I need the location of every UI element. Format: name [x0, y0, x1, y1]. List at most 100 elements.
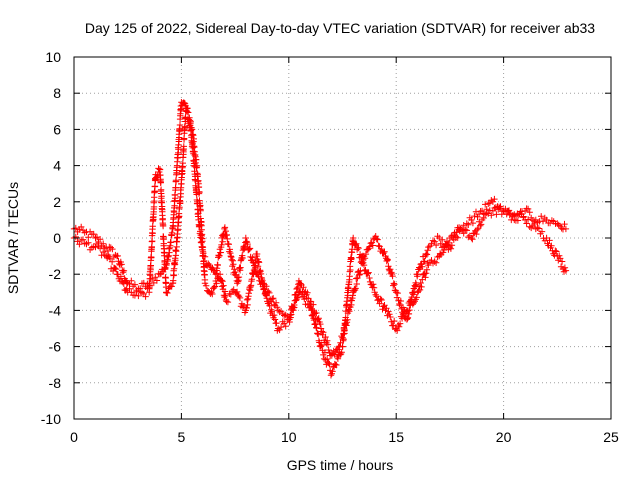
data-point-series-2 — [379, 306, 386, 313]
data-point-series-2 — [79, 236, 87, 243]
data-point-series-1 — [423, 251, 431, 258]
data-point-series-1 — [181, 99, 188, 107]
data-point-series-2 — [147, 272, 154, 279]
data-point-series-2 — [489, 198, 497, 205]
data-point-series-2 — [271, 316, 279, 323]
data-point-series-2 — [355, 244, 362, 252]
data-point-series-1 — [304, 289, 311, 296]
data-point-series-2 — [168, 283, 175, 290]
data-point-series-1 — [246, 245, 254, 252]
data-point-series-1 — [243, 238, 250, 245]
data-point-series-2 — [469, 219, 477, 227]
data-point-series-2 — [161, 249, 168, 257]
data-point-series-2 — [135, 292, 142, 300]
data-point-series-2 — [343, 301, 351, 308]
data-point-series-2 — [303, 294, 310, 302]
data-point-series-2 — [388, 318, 395, 325]
data-point-series-2 — [224, 298, 232, 306]
data-point-series-2 — [190, 135, 197, 143]
data-point-series-1 — [381, 248, 388, 255]
data-point-series-1 — [216, 252, 223, 259]
data-point-series-2 — [514, 217, 522, 224]
data-point-series-2 — [120, 280, 127, 287]
data-point-series-2 — [482, 201, 489, 208]
data-point-series-2 — [282, 323, 289, 330]
data-point-series-2 — [180, 143, 187, 150]
data-point-series-2 — [531, 220, 538, 228]
data-point-series-1 — [78, 223, 85, 231]
data-point-series-2 — [310, 316, 318, 324]
data-point-series-1 — [396, 300, 403, 308]
data-point-series-1 — [439, 236, 446, 243]
data-point-series-2 — [119, 279, 126, 286]
data-point-series-1 — [511, 216, 518, 224]
data-point-series-1 — [279, 310, 286, 318]
data-point-series-1 — [356, 271, 363, 279]
data-point-series-2 — [431, 258, 438, 265]
data-point-series-2 — [163, 289, 170, 296]
x-tick-label: 15 — [388, 429, 404, 445]
data-point-series-1 — [416, 264, 423, 271]
data-point-series-1 — [322, 333, 329, 341]
data-point-series-1 — [119, 269, 127, 276]
data-point-series-2 — [100, 248, 107, 256]
data-point-series-2 — [452, 233, 460, 240]
data-point-series-1 — [313, 309, 320, 317]
data-point-series-2 — [432, 259, 440, 266]
data-point-series-1 — [266, 289, 273, 297]
data-point-series-1 — [558, 225, 565, 232]
data-point-series-2 — [183, 108, 191, 115]
data-point-series-1 — [176, 121, 184, 129]
data-point-series-2 — [486, 199, 493, 207]
data-point-series-1 — [109, 245, 116, 253]
data-point-series-2 — [338, 349, 345, 356]
data-point-series-2 — [177, 190, 184, 197]
data-point-series-1 — [272, 299, 280, 306]
data-point-series-2 — [418, 283, 425, 291]
data-point-series-2 — [156, 166, 164, 173]
data-point-series-1 — [561, 220, 568, 228]
data-point-series-1 — [431, 238, 438, 245]
data-point-series-1 — [384, 256, 391, 264]
data-point-series-2 — [524, 216, 532, 223]
data-point-series-1 — [538, 213, 545, 220]
y-tick-label: -2 — [49, 266, 62, 282]
data-point-series-1 — [128, 277, 135, 284]
data-point-series-1 — [140, 279, 147, 287]
data-point-series-2 — [244, 301, 251, 309]
data-point-series-2 — [350, 234, 357, 242]
data-point-series-2 — [390, 322, 397, 329]
x-tick-label: 10 — [281, 429, 297, 445]
data-point-series-2 — [465, 221, 472, 228]
data-point-series-1 — [92, 234, 99, 242]
data-point-series-2 — [170, 271, 178, 279]
data-point-series-2 — [193, 162, 201, 169]
data-point-series-1 — [120, 267, 128, 274]
data-point-series-1 — [491, 204, 498, 212]
y-tick-label: 0 — [53, 230, 61, 246]
data-point-series-2 — [273, 319, 280, 327]
y-tick-label: -4 — [49, 302, 62, 318]
data-point-series-2 — [176, 213, 183, 220]
data-point-series-1 — [429, 237, 437, 244]
data-point-series-2 — [159, 222, 167, 230]
data-point-series-2 — [378, 296, 385, 304]
data-point-series-2 — [558, 258, 566, 265]
data-point-series-2 — [400, 313, 408, 320]
data-point-series-2 — [223, 298, 230, 305]
data-point-series-1 — [114, 252, 121, 260]
data-point-series-2 — [401, 314, 409, 322]
data-point-series-2 — [149, 237, 156, 245]
data-point-series-2 — [387, 313, 394, 321]
data-point-series-1 — [230, 261, 237, 268]
data-point-series-2 — [364, 270, 371, 277]
data-point-series-1 — [178, 105, 185, 113]
data-point-series-1 — [389, 272, 396, 280]
data-point-series-2 — [317, 343, 325, 350]
data-point-series-1 — [85, 234, 92, 241]
data-point-series-2 — [523, 220, 530, 227]
data-point-series-2 — [210, 284, 218, 291]
data-point-series-2 — [360, 261, 368, 269]
data-point-series-1 — [172, 178, 180, 185]
data-point-series-2 — [413, 294, 420, 301]
